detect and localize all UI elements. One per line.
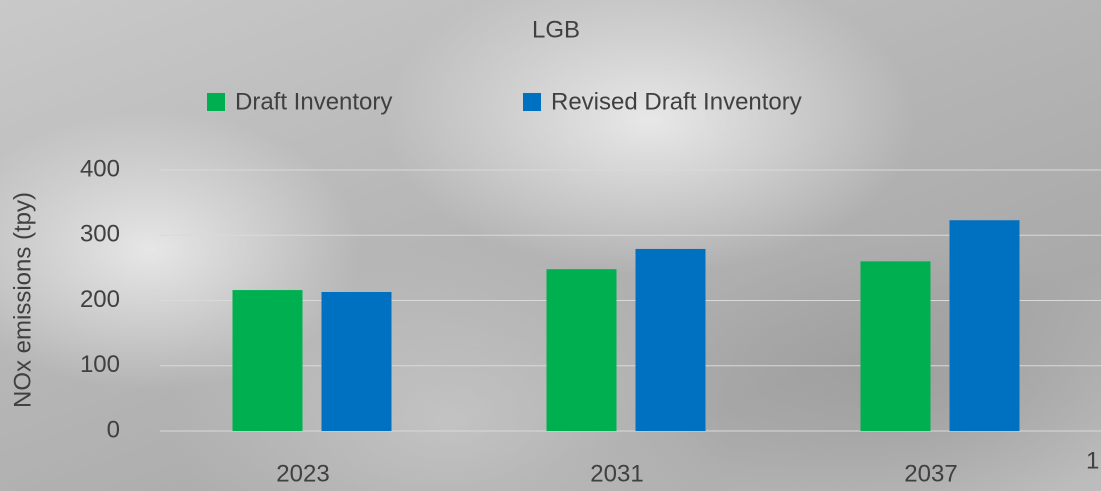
legend-swatch <box>523 93 541 111</box>
bar <box>950 220 1020 431</box>
y-tick-label: 100 <box>80 351 120 378</box>
y-tick-label: 0 <box>107 416 120 443</box>
chart-title: LGB <box>532 16 580 43</box>
bar <box>233 290 303 431</box>
bar <box>861 261 931 431</box>
page: LGB NOx emissions (tpy) 1 0 100 200 300 400 D… <box>0 0 1101 491</box>
y-tick-label: 300 <box>80 221 120 248</box>
bar <box>636 249 706 431</box>
page-number: 1 <box>1086 447 1099 474</box>
legend-label: Revised Draft Inventory <box>551 88 802 115</box>
bar <box>547 269 617 431</box>
legend-label: Draft Inventory <box>235 88 392 115</box>
y-tick-label: 400 <box>80 155 120 182</box>
y-tick-label: 200 <box>80 286 120 313</box>
y-axis-label: NOx emissions (tpy) <box>9 192 36 408</box>
x-tick-label: 2037 <box>904 460 957 487</box>
x-tick-label: 2031 <box>590 460 643 487</box>
legend-swatch <box>207 93 225 111</box>
bar <box>322 292 392 431</box>
x-tick-label: 2023 <box>276 460 329 487</box>
chart: LGB NOx emissions (tpy) 1 0 100 200 300 400 D… <box>0 0 1101 491</box>
